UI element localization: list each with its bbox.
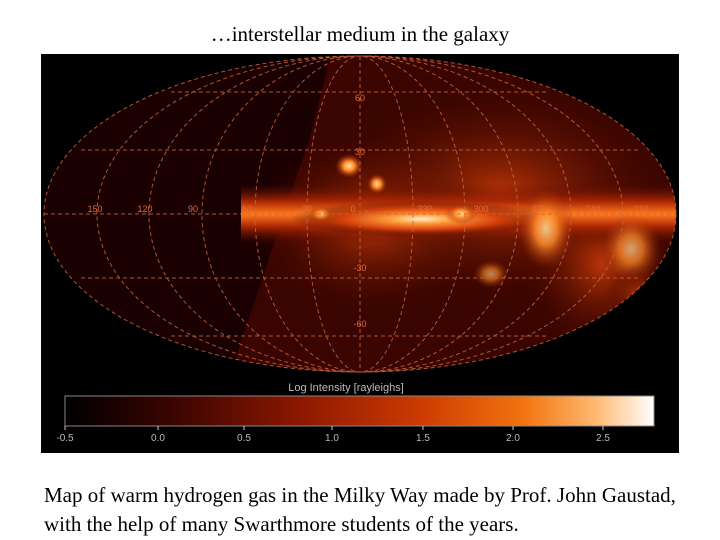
colorbar-tick-label: 0.5 (237, 433, 251, 444)
lon-label: 150 (87, 204, 102, 214)
lon-label: 90 (188, 204, 198, 214)
lon-label: 0 (350, 204, 355, 214)
lon-label: 30 (302, 204, 312, 214)
colorbar-tick-label: 0.0 (151, 433, 165, 444)
lon-label: 120 (137, 204, 152, 214)
colorbar-tick-label: 2.5 (596, 433, 610, 444)
coordinate-grid (43, 55, 677, 373)
sky-map-image: 60 30 0 -30 -60 150 120 90 60 30 0 330 3… (41, 54, 679, 453)
lon-label: 210 (633, 204, 648, 214)
colorbar-tick-label: -0.5 (56, 433, 74, 444)
lat-label: -60 (353, 319, 366, 329)
lon-label: 270 (531, 204, 546, 214)
colorbar-tick-label: 2.0 (506, 433, 520, 444)
slide-title: …interstellar medium in the galaxy (210, 22, 510, 46)
lon-label: 300 (473, 204, 488, 214)
lon-label: 60 (242, 204, 252, 214)
lat-label: 60 (355, 93, 365, 103)
colorbar-tick-label: 1.5 (416, 433, 430, 444)
colorbar-title: Log Intensity [rayleighs] (288, 382, 404, 394)
lon-label: 330 (417, 204, 432, 214)
lon-label: 240 (585, 204, 600, 214)
lat-label: -30 (353, 263, 366, 273)
sky-map-svg: 60 30 0 -30 -60 150 120 90 60 30 0 330 3… (43, 55, 677, 444)
lat-label: 0 (364, 209, 369, 219)
colorbar (64, 395, 655, 427)
colorbar-tick-label: 1.0 (325, 433, 339, 444)
lat-label: 30 (355, 147, 365, 157)
slide-caption: Map of warm hydrogen gas in the Milky Wa… (44, 483, 676, 536)
